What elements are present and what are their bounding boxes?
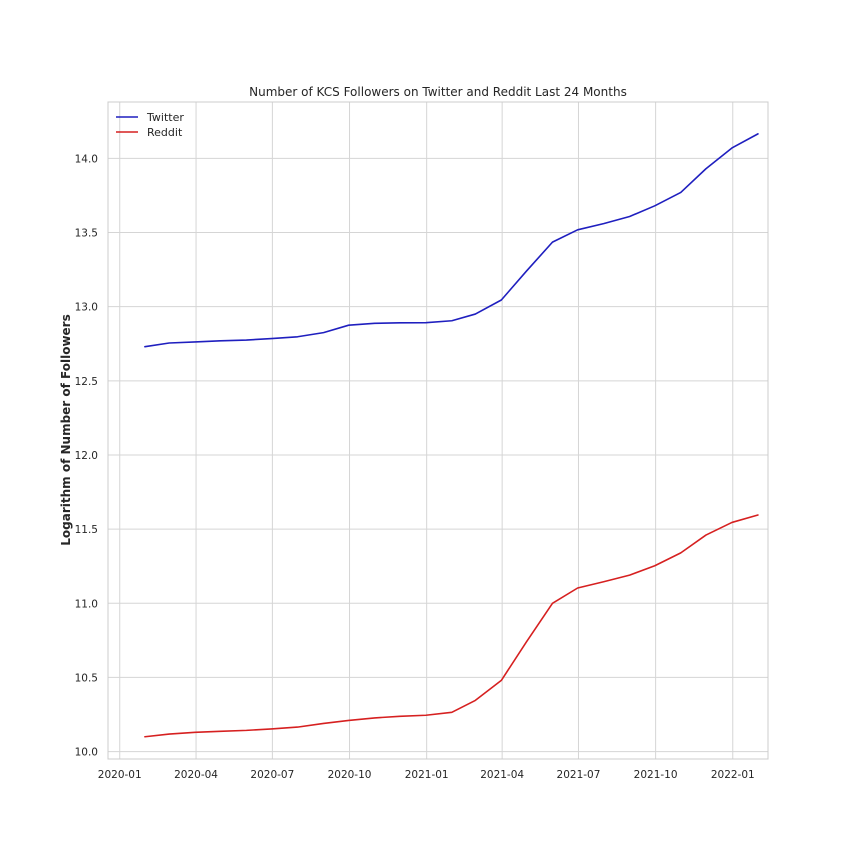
- legend-label-twitter: Twitter: [146, 111, 184, 124]
- x-tick-label: 2020-04: [174, 769, 218, 781]
- series-layer: [144, 133, 759, 738]
- x-tick-label: 2022-01: [711, 769, 755, 781]
- x-tick-label: 2020-07: [250, 769, 294, 781]
- y-tick-label: 11.0: [75, 598, 98, 610]
- legend: Twitter Reddit: [116, 111, 184, 139]
- y-tick-label: 13.0: [75, 302, 98, 314]
- legend-label-reddit: Reddit: [147, 126, 183, 139]
- x-tick-label: 2021-10: [634, 769, 678, 781]
- series-line-reddit: [144, 514, 759, 738]
- y-axis-label: Logarithm of Number of Followers: [59, 314, 73, 545]
- x-tick-label: 2021-01: [405, 769, 449, 781]
- grid: [108, 102, 768, 759]
- series-line-twitter: [144, 133, 759, 348]
- tick-labels: 2020-01 2020-04 2020-07 2020-10 2021-01 2021-…: [75, 153, 755, 781]
- x-tick-label: 2020-10: [328, 769, 372, 781]
- plot-frame: [107, 101, 769, 760]
- y-tick-label: 10.0: [75, 747, 98, 759]
- y-tick-label: 12.5: [75, 376, 98, 388]
- y-tick-label: 13.5: [75, 228, 98, 240]
- x-tick-label: 2021-07: [557, 769, 601, 781]
- y-tick-label: 11.5: [75, 524, 98, 536]
- x-tick-label: 2021-04: [480, 769, 524, 781]
- x-tick-label: 2020-01: [98, 769, 142, 781]
- y-tick-label: 10.5: [75, 672, 98, 684]
- chart-title: Number of KCS Followers on Twitter and R…: [249, 85, 627, 99]
- y-tick-label: 12.0: [75, 450, 98, 462]
- y-tick-label: 14.0: [75, 153, 98, 165]
